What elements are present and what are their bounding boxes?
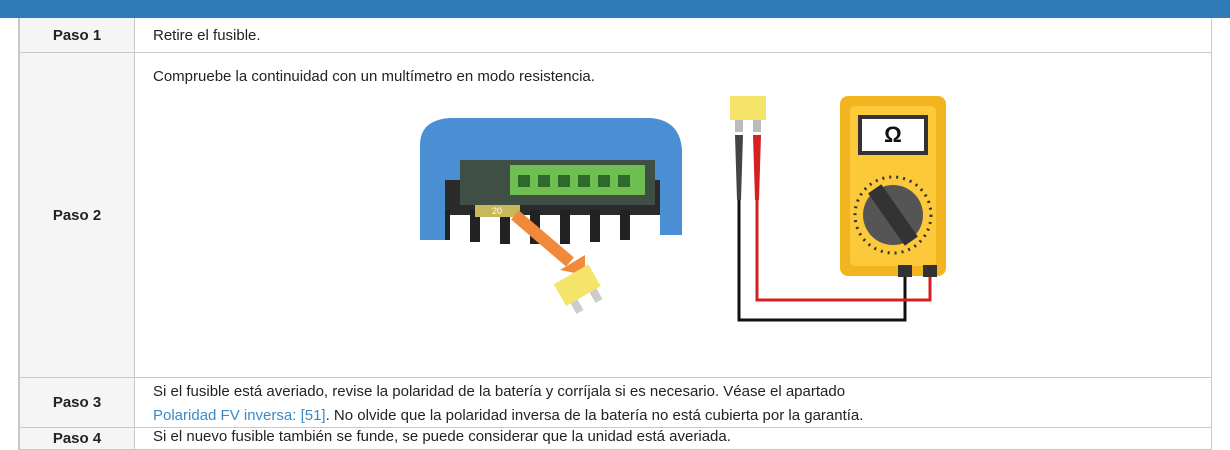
black-wire (737, 140, 907, 322)
step-label: Paso 1 (18, 18, 135, 53)
jack (923, 265, 937, 277)
terminals (518, 175, 630, 187)
fuse-holder (475, 205, 520, 217)
display (862, 119, 924, 151)
dial-marks (853, 175, 933, 255)
step-cell: Si el fusible está averiado, revise la p… (135, 378, 1212, 428)
test-fuse (730, 96, 766, 120)
red-probe (753, 135, 761, 200)
step-label: Paso 2 (18, 53, 135, 378)
link[interactable]: Polaridad FV inversa: [51] (153, 407, 326, 424)
dial-knob (868, 184, 918, 246)
step-cell: Compruebe la continuidad con un multímet… (135, 53, 1212, 378)
step-text: Si el fusible está averiado, revise la p… (153, 383, 846, 400)
jack (898, 265, 912, 277)
meter-symbol: Ω (884, 122, 902, 147)
red-wire (755, 140, 932, 302)
step-label: Paso 3 (18, 378, 135, 428)
fuse-rating: 20 (492, 206, 502, 216)
fuse-leg (753, 120, 761, 132)
step-label: Paso 4 (18, 428, 135, 450)
header-bar (0, 0, 1230, 18)
step-text: Compruebe la continuidad con un multímet… (153, 68, 595, 85)
step-text: Retire el fusible. (135, 18, 1212, 53)
black-probe (735, 135, 743, 200)
arrow (511, 210, 574, 267)
removed-fuse (553, 264, 603, 314)
step-text: Si el nuevo fusible también se funde, se… (135, 428, 1212, 450)
fuse-leg (735, 120, 743, 132)
step-text: . No olvide que la polaridad inversa de … (325, 407, 864, 424)
illustration: 20 Ω (420, 96, 946, 322)
